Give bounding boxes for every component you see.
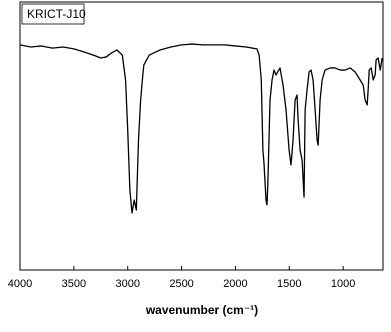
x-tick-label: 4000 (8, 278, 32, 290)
x-tick-label: 2500 (169, 278, 193, 290)
x-tick-label: 1500 (277, 278, 301, 290)
x-axis-label: wavenumber (cm⁻¹) (145, 303, 258, 317)
plot-frame (19, 1, 384, 271)
x-tick-label: 3000 (115, 278, 139, 290)
chart-title: KRICT-J10 (27, 7, 86, 21)
x-tick-label: 3500 (62, 278, 86, 290)
x-tick-label: 1000 (331, 278, 355, 290)
title-box (21, 3, 85, 25)
spectrum-line (19, 43, 383, 214)
x-tick-label: 2000 (223, 278, 247, 290)
